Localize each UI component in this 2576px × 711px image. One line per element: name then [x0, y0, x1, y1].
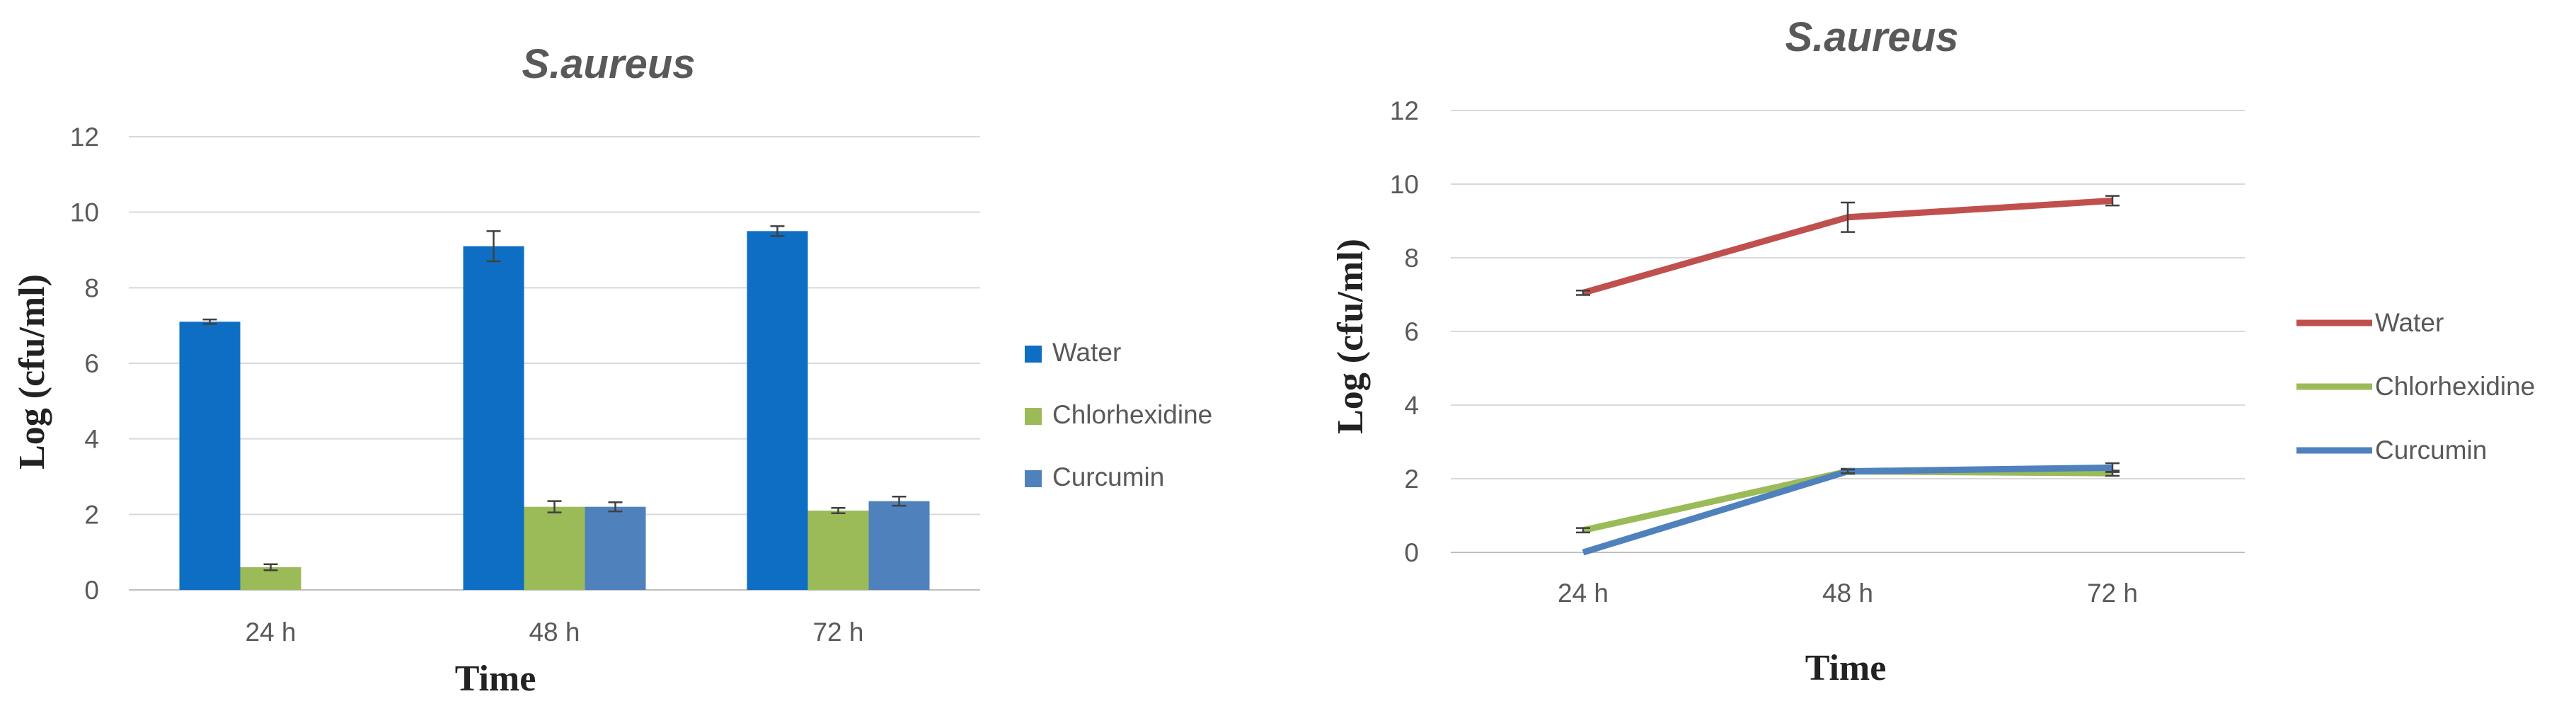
bar-chlorhexidine-48-h — [524, 506, 585, 590]
line-chart-y-axis-title: Log (cfu/ml) — [1330, 239, 1371, 434]
line-y-tick-label: 4 — [1404, 391, 1419, 420]
bar-chart-y-axis-title: Log (cfu/ml) — [12, 274, 52, 470]
legend-label-curcumin: Curcumin — [1052, 462, 1164, 491]
bar-chart-title: S.aureus — [522, 41, 696, 87]
bar-chart-x-axis-title: Time — [455, 659, 536, 699]
bar-chart-x-ticks: 24 h 48 h 72 h — [245, 618, 863, 647]
bar-chart-gridlines — [129, 136, 980, 591]
bar-water-72-h — [747, 231, 808, 590]
bar-x-tick-label: 48 h — [529, 618, 580, 647]
line-y-tick-label: 12 — [1390, 96, 1419, 125]
bar-x-tick-label: 72 h — [812, 618, 863, 647]
line-chart-x-ticks: 24 h 48 h 72 h — [1558, 579, 2138, 608]
bar-y-tick-label: 8 — [84, 273, 99, 302]
line-y-tick-label: 10 — [1390, 170, 1419, 199]
line-chart-x-axis-title: Time — [1805, 648, 1887, 688]
legend-label-chlorhexidine: Chlorhexidine — [1052, 400, 1212, 429]
bar-chart-y-ticks: 0 2 4 6 8 10 12 — [70, 123, 99, 605]
bar-curcumin-48-h — [585, 506, 646, 590]
bar-chart-legend: Water Chlorhexidine Curcumin — [1025, 338, 1212, 491]
line-chart-gridlines — [1451, 110, 2245, 553]
bar-y-tick-label: 2 — [84, 500, 99, 529]
line-y-tick-label: 8 — [1404, 244, 1419, 273]
line-chart-y-ticks: 0 2 4 6 8 10 12 — [1390, 96, 1419, 567]
bar-x-tick-label: 24 h — [245, 618, 296, 647]
line-x-tick-label: 72 h — [2087, 579, 2138, 608]
line-x-tick-label: 48 h — [1822, 579, 1873, 608]
legend-swatch-chlorhexidine — [1025, 408, 1042, 425]
legend-label-water: Water — [1052, 338, 1121, 367]
bar-y-tick-label: 12 — [70, 123, 99, 152]
line-chart: S.aureus Time Log (cfu/ml) 0 2 4 6 8 10 12 24 … — [1330, 14, 2535, 688]
bar-chart: S.aureus Time Log (cfu/ml) 0 2 4 6 8 10 12 24 … — [12, 41, 1212, 699]
line-chart-legend: Water Chlorhexidine Curcumin — [2296, 308, 2535, 465]
bar-y-tick-label: 0 — [84, 576, 99, 605]
bar-y-tick-label: 6 — [84, 349, 99, 378]
bar-chlorhexidine-72-h — [807, 511, 869, 590]
bar-chart-bars — [179, 225, 930, 590]
line-y-tick-label: 2 — [1404, 465, 1419, 494]
legend-label-curcumin: Curcumin — [2375, 436, 2487, 465]
line-chart-title: S.aureus — [1786, 14, 1959, 60]
legend-swatch-curcumin — [1025, 470, 1042, 487]
bar-y-tick-label: 4 — [84, 425, 99, 454]
line-x-tick-label: 24 h — [1558, 579, 1609, 608]
legend-label-water: Water — [2375, 308, 2444, 337]
legend-label-chlorhexidine: Chlorhexidine — [2375, 372, 2535, 401]
bar-y-tick-label: 10 — [70, 198, 99, 227]
line-y-tick-label: 0 — [1404, 538, 1419, 567]
legend-swatch-water — [1025, 346, 1042, 363]
bar-water-48-h — [463, 246, 524, 590]
bar-curcumin-72-h — [868, 501, 930, 590]
line-series-chlorhexidine — [1582, 468, 2113, 534]
line-y-tick-label: 6 — [1404, 317, 1419, 346]
line-chart-lines — [1576, 195, 2120, 556]
bar-water-24-h — [179, 322, 241, 590]
